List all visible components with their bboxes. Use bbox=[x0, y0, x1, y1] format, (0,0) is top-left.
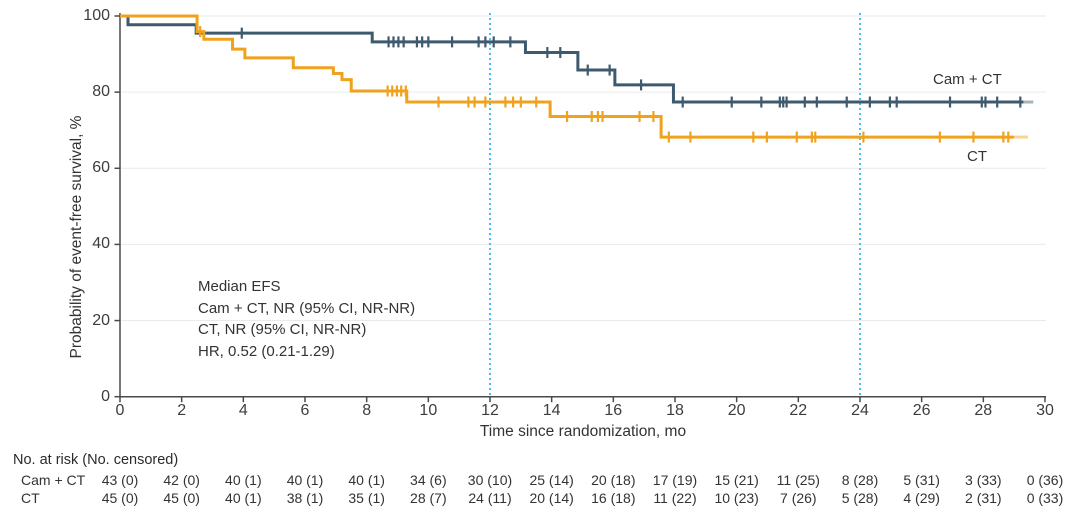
x-tick-label: 22 bbox=[789, 402, 808, 419]
risk-value: 42 (0) bbox=[163, 472, 200, 488]
risk-value: 8 (28) bbox=[841, 472, 879, 488]
x-tick-label: 26 bbox=[912, 402, 931, 419]
risk-value: 20 (14) bbox=[529, 489, 574, 506]
risk-value: 3 (33) bbox=[965, 472, 1002, 488]
risk-value: 4 (29) bbox=[903, 489, 940, 506]
risk-value: 25 (14) bbox=[529, 472, 574, 488]
risk-value: 11 (25) bbox=[776, 472, 820, 488]
risk-value: 40 (1) bbox=[225, 489, 262, 506]
x-tick-label: 14 bbox=[542, 402, 561, 419]
y-tick-label: 100 bbox=[83, 7, 110, 24]
risk-value: 40 (1) bbox=[286, 472, 324, 488]
y-tick-label: 20 bbox=[92, 311, 110, 329]
risk-value: 2 (31) bbox=[965, 489, 1002, 506]
x-axis-title: Time since randomization, mo bbox=[479, 423, 687, 440]
risk-value: 45 (0) bbox=[163, 489, 200, 506]
risk-value: 40 (1) bbox=[225, 472, 262, 488]
risk-value: 7 (26) bbox=[780, 489, 817, 506]
y-tick-label: 40 bbox=[92, 235, 110, 253]
risk-value: 5 (31) bbox=[903, 472, 940, 488]
risk-value: 30 (10) bbox=[467, 472, 513, 488]
risk-value: 43 (0) bbox=[101, 472, 139, 488]
risk-row-label-cam-ct: Cam + CT bbox=[21, 472, 86, 488]
risk-value: 0 (36) bbox=[1026, 472, 1064, 488]
median-efs-annotation: Median EFS Cam + CT, NR (95% CI, NR-NR) … bbox=[198, 276, 415, 362]
risk-value: 24 (11) bbox=[468, 489, 512, 506]
x-tick-label: 28 bbox=[974, 402, 993, 419]
x-tick-label: 16 bbox=[604, 402, 623, 419]
risk-value: 5 (28) bbox=[841, 489, 879, 506]
x-tick-label: 6 bbox=[300, 402, 310, 419]
risk-value: 16 (18) bbox=[591, 489, 636, 506]
annotation-line-cam-ct: Cam + CT, NR (95% CI, NR-NR) bbox=[198, 299, 416, 317]
risk-value: 20 (18) bbox=[591, 472, 636, 488]
y-tick-label: 80 bbox=[92, 83, 110, 101]
risk-value: 17 (19) bbox=[652, 472, 698, 488]
risk-value: 40 (1) bbox=[348, 472, 385, 488]
km-curve-ct bbox=[120, 14, 1015, 139]
km-curve-camct bbox=[120, 14, 1024, 104]
x-tick-label: 0 bbox=[115, 402, 125, 419]
risk-value: 28 (7) bbox=[410, 489, 447, 506]
x-tick-label: 12 bbox=[481, 402, 499, 419]
risk-value: 34 (6) bbox=[410, 472, 447, 488]
x-tick-label: 20 bbox=[727, 402, 746, 419]
y-tick-label: 60 bbox=[92, 159, 110, 177]
series-label-cam-ct: Cam + CT bbox=[933, 71, 1002, 88]
risk-value: 15 (21) bbox=[714, 472, 759, 488]
risk-value: 38 (1) bbox=[286, 489, 324, 506]
series-label-ct: CT bbox=[967, 148, 987, 165]
x-tick-label: 30 bbox=[1036, 402, 1054, 419]
risk-value: 45 (0) bbox=[101, 489, 139, 506]
risk-value: 10 (23) bbox=[714, 489, 759, 506]
risk-table-header: No. at risk (No. censored) bbox=[13, 452, 179, 468]
annotation-line-ct: CT, NR (95% CI, NR-NR) bbox=[198, 321, 367, 339]
x-tick-label: 18 bbox=[666, 402, 684, 419]
x-tick-label: 4 bbox=[238, 402, 248, 419]
annotation-line-hr: HR, 0.52 (0.21-1.29) bbox=[198, 342, 335, 360]
km-plot-canvas bbox=[114, 13, 1046, 403]
risk-row-label-ct: CT bbox=[21, 489, 40, 506]
x-tick-label: 24 bbox=[851, 402, 869, 419]
y-tick-label: 0 bbox=[101, 387, 110, 405]
risk-value: 0 (33) bbox=[1026, 489, 1064, 506]
x-tick-label: 8 bbox=[362, 402, 372, 419]
x-tick-label: 2 bbox=[177, 402, 187, 419]
annotation-line-median-efs: Median EFS bbox=[198, 278, 281, 295]
risk-value: 11 (22) bbox=[653, 489, 697, 506]
risk-value: 35 (1) bbox=[348, 489, 385, 506]
x-tick-label: 10 bbox=[419, 402, 438, 419]
